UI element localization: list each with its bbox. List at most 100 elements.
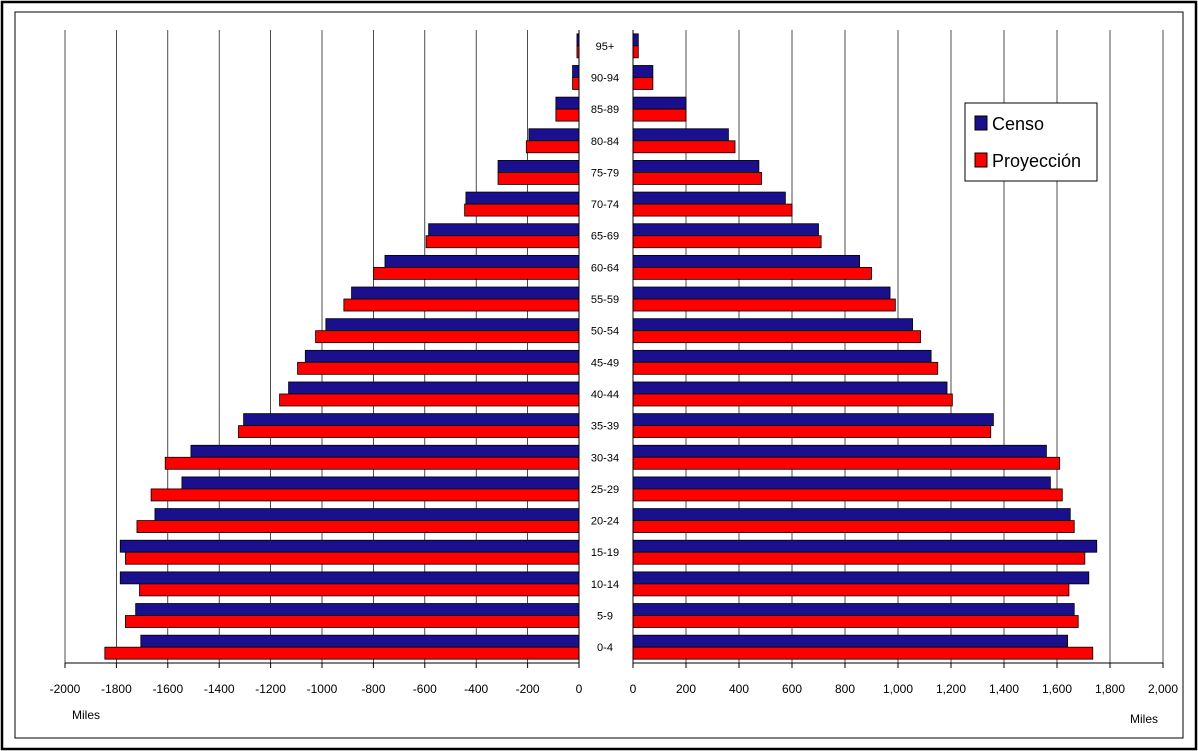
bar-left-censo [154,508,580,521]
inner-frame [14,11,1184,739]
tick-label-right: 1,800 [1095,682,1125,696]
bar-right-proyeccion [632,266,872,280]
tick-label-right: 1,400 [989,682,1019,696]
axes: -2000 -1800 -1600 -1400 -1200 -1000 -800 -600 -4… [50,30,1178,696]
bar-right-proyeccion [632,615,1079,628]
bar-right-proyeccion [632,551,1086,565]
tick-label-right: 200 [676,682,696,696]
category-label: 15-19 [591,547,619,559]
bar-left-proyeccion [343,298,580,312]
legend: Censo Proyección [964,102,1098,182]
bar-right-censo [632,318,913,332]
category-label: 10-14 [591,579,619,591]
category-label: 85-89 [591,104,619,116]
bar-right-proyeccion [632,520,1075,533]
tick-label-right: 1,200 [936,682,966,696]
bar-left-censo [140,634,580,648]
tick-label-left: 0 [576,682,583,696]
tick-label-right: 2,000 [1148,682,1178,696]
bar-right-censo [632,571,1090,585]
bar-right-proyeccion [632,77,654,90]
tick-label-right: 1,600 [1042,682,1072,696]
tick-label-left: -600 [413,682,437,696]
tick-label-left: -1400 [204,682,235,696]
bar-left-proyeccion [315,330,580,344]
right-axis-unit-label: Miles [1130,712,1158,726]
bar-left-censo [528,128,580,142]
bar-left-proyeccion [279,393,580,407]
bar-right-proyeccion [632,140,736,154]
bar-left-censo [119,539,580,553]
bar-right-censo [632,65,654,78]
bar-right-proyeccion [632,646,1094,660]
category-label: 95+ [596,41,615,53]
bar-left-censo [428,223,580,237]
bar-left-proyeccion [297,361,580,375]
bar-right-censo [632,223,819,237]
legend-swatch-censo [974,115,988,131]
bar-right-censo [632,634,1069,648]
category-label: 0-4 [597,642,613,654]
bar-right-proyeccion [632,172,762,185]
bar-left-proyeccion [150,488,580,502]
bar-left-proyeccion [124,615,580,628]
bar-right-censo [632,508,1071,521]
bar-right-proyeccion [632,425,992,439]
tick-label-left: -400 [464,682,488,696]
tick-label-left: -2000 [50,682,81,696]
bar-left-proyeccion [425,235,580,249]
bar-right-censo [632,254,860,268]
category-label: 25-29 [591,484,619,496]
bar-left-proyeccion [555,108,580,122]
tick-label-right: 400 [729,682,749,696]
bar-left-censo [288,381,580,395]
bar-right-censo [632,476,1051,490]
bar-right-proyeccion [632,108,687,122]
bar-left-proyeccion [164,456,580,470]
bar-right-proyeccion [632,45,639,59]
bar-right-proyeccion [632,456,1061,470]
legend-swatch-proyeccion [974,152,988,168]
bar-left-censo [384,254,580,268]
bar-left-proyeccion [136,520,580,533]
bar-left-proyeccion [104,646,580,660]
bar-right-proyeccion [632,203,793,217]
bar-right-proyeccion [632,235,822,249]
category-label: 5-9 [597,611,613,623]
category-labels: 0-4 5-9 10-14 15-19 20-24 25-29 30-34 35-39 40-4… [591,41,619,654]
bar-right-censo [632,191,786,205]
bar-right-censo [632,381,948,395]
bar-right-censo [632,286,891,300]
bar-left-proyeccion [464,203,580,217]
category-label: 40-44 [591,389,619,401]
category-label: 20-24 [591,516,619,528]
tick-label-left: -200 [516,682,540,696]
category-label: 35-39 [591,421,619,433]
bar-right-proyeccion [632,583,1070,597]
legend-label-proyeccion: Proyección [992,151,1081,171]
bar-left-censo [497,160,580,173]
bar-right-censo [632,128,729,142]
bar-left-censo [465,191,580,205]
bar-left-proyeccion [525,140,580,154]
category-label: 45-49 [591,357,619,369]
category-label: 65-69 [591,231,619,243]
legend-label-censo: Censo [992,114,1044,134]
tick-label-left: -1000 [307,682,338,696]
tick-label-left: -1600 [152,682,183,696]
bar-right-censo [632,413,994,427]
tick-label-left: -1800 [101,682,132,696]
bar-right-proyeccion [632,298,896,312]
left-axis-unit-label: Miles [72,708,100,722]
bar-right-censo [632,349,932,363]
tick-label-right: 1,000 [883,682,913,696]
bar-left-proyeccion [238,425,580,439]
bar-left-censo [325,318,580,332]
category-label: 90-94 [591,72,619,84]
bar-right-censo [632,96,687,110]
bar-left-censo [190,444,580,458]
bar-left-censo [243,413,580,427]
bar-left-censo [119,571,580,585]
bars [104,33,1098,660]
